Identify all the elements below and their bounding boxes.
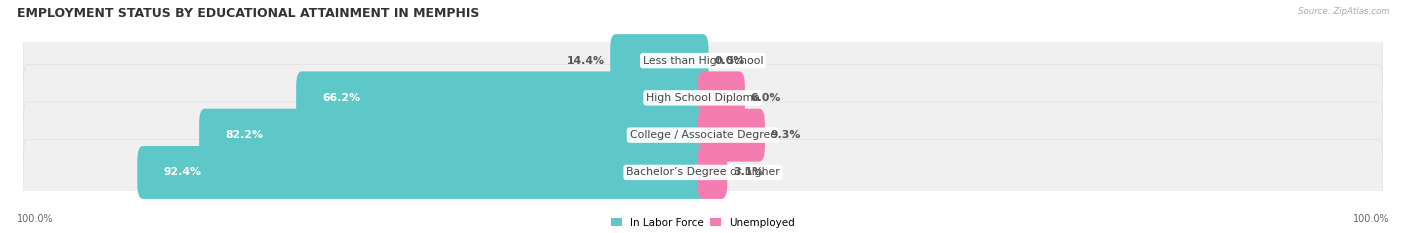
Text: 66.2%: 66.2%: [322, 93, 360, 103]
Text: 6.0%: 6.0%: [751, 93, 780, 103]
Text: 9.3%: 9.3%: [770, 130, 801, 140]
FancyBboxPatch shape: [138, 146, 709, 199]
Text: Bachelor’s Degree or higher: Bachelor’s Degree or higher: [626, 168, 780, 177]
FancyBboxPatch shape: [697, 71, 745, 124]
Text: 14.4%: 14.4%: [567, 56, 605, 65]
Text: 92.4%: 92.4%: [163, 168, 201, 177]
Text: College / Associate Degree: College / Associate Degree: [630, 130, 776, 140]
Text: EMPLOYMENT STATUS BY EDUCATIONAL ATTAINMENT IN MEMPHIS: EMPLOYMENT STATUS BY EDUCATIONAL ATTAINM…: [17, 7, 479, 20]
Text: Source: ZipAtlas.com: Source: ZipAtlas.com: [1298, 7, 1389, 16]
Text: Less than High School: Less than High School: [643, 56, 763, 65]
FancyBboxPatch shape: [24, 27, 1382, 94]
FancyBboxPatch shape: [697, 109, 765, 162]
FancyBboxPatch shape: [24, 65, 1382, 131]
FancyBboxPatch shape: [297, 71, 709, 124]
FancyBboxPatch shape: [610, 34, 709, 87]
FancyBboxPatch shape: [200, 109, 709, 162]
Text: 82.2%: 82.2%: [225, 130, 263, 140]
Text: 100.0%: 100.0%: [1353, 214, 1389, 224]
Text: 0.0%: 0.0%: [714, 56, 744, 65]
Legend: In Labor Force, Unemployed: In Labor Force, Unemployed: [612, 218, 794, 228]
Text: 100.0%: 100.0%: [17, 214, 53, 224]
FancyBboxPatch shape: [697, 146, 727, 199]
Text: High School Diploma: High School Diploma: [647, 93, 759, 103]
FancyBboxPatch shape: [24, 139, 1382, 206]
FancyBboxPatch shape: [24, 102, 1382, 168]
Text: 3.1%: 3.1%: [733, 168, 763, 177]
